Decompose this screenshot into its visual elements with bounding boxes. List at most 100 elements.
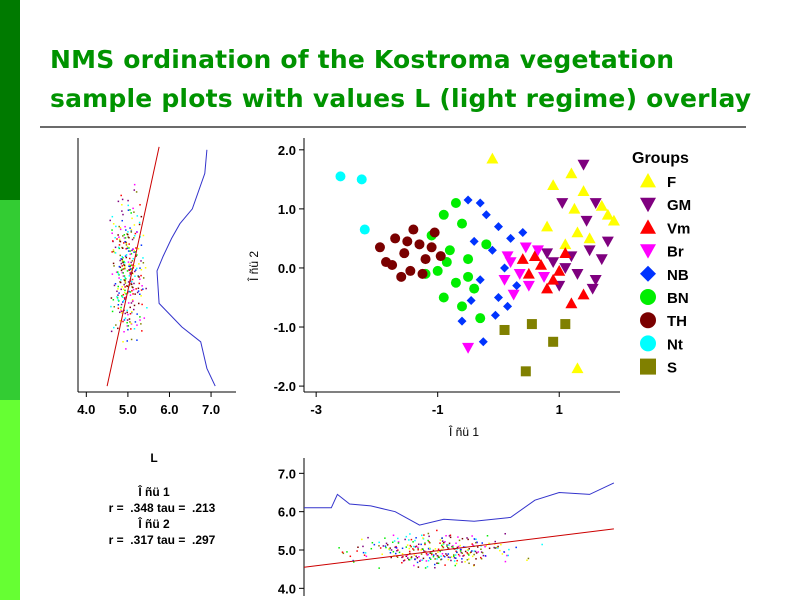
bottom-dot bbox=[413, 554, 416, 556]
bottom-dot bbox=[408, 550, 411, 553]
left-dot bbox=[115, 324, 117, 326]
left-dot bbox=[112, 250, 115, 253]
bottom-dot bbox=[424, 550, 427, 553]
left-dot bbox=[129, 294, 132, 296]
bottom-dot bbox=[466, 552, 468, 554]
left-dot bbox=[140, 274, 142, 277]
bottom-y-ticks: 7.0 6.0 5.0 4.0 bbox=[278, 466, 304, 596]
bottom-dot bbox=[427, 532, 430, 535]
left-dot bbox=[123, 298, 126, 300]
point-f bbox=[601, 208, 614, 220]
bottom-y-tick-label: 4.0 bbox=[278, 581, 296, 596]
bottom-dot bbox=[370, 547, 373, 550]
point-nb bbox=[487, 245, 497, 255]
left-dot bbox=[131, 311, 133, 314]
bottom-dot bbox=[462, 555, 464, 557]
bottom-dot bbox=[436, 562, 438, 564]
bottom-dot bbox=[422, 557, 425, 560]
point-br bbox=[501, 251, 514, 263]
left-dot bbox=[125, 248, 127, 250]
bottom-dot bbox=[527, 557, 530, 560]
bottom-dot bbox=[469, 552, 471, 554]
left-dot bbox=[122, 272, 125, 274]
point-th bbox=[402, 236, 413, 247]
point-th bbox=[374, 242, 385, 253]
bottom-regression-line bbox=[303, 528, 614, 568]
slide-title: NMS ordination of the Kostroma vegetatio… bbox=[50, 40, 790, 118]
left-dot bbox=[126, 285, 129, 288]
left-dot bbox=[124, 266, 126, 268]
bottom-dot bbox=[437, 562, 440, 565]
bottom-dot bbox=[494, 547, 496, 549]
bottom-dot bbox=[417, 548, 419, 551]
bottom-dot bbox=[466, 559, 469, 561]
bottom-dot bbox=[504, 532, 506, 535]
bottom-dot bbox=[427, 539, 429, 542]
left-dot bbox=[130, 338, 133, 341]
bottom-dot bbox=[459, 544, 461, 547]
bottom-dot bbox=[446, 545, 448, 547]
bottom-dot bbox=[427, 547, 430, 550]
left-dot bbox=[122, 235, 124, 237]
left-dot bbox=[123, 283, 125, 286]
main-scatter-plot: -3 -1 1 2.0 1.0 0.0 -1.0 -2.0 Î ñü 1 Î ñü 2 bbox=[246, 138, 620, 439]
left-dot bbox=[140, 268, 143, 271]
main-points bbox=[335, 152, 620, 377]
left-dot bbox=[113, 251, 116, 254]
point-br bbox=[522, 280, 535, 292]
left-dot bbox=[114, 236, 116, 239]
point-f bbox=[559, 238, 572, 250]
bottom-dot bbox=[379, 547, 382, 549]
left-dot bbox=[131, 280, 133, 283]
point-gm bbox=[559, 263, 572, 274]
left-dot bbox=[136, 313, 138, 315]
left-dot bbox=[119, 228, 122, 231]
main-y-tick-label: -1.0 bbox=[274, 320, 296, 335]
point-bn bbox=[469, 283, 480, 294]
bottom-dot bbox=[441, 537, 443, 539]
bottom-dot bbox=[384, 537, 386, 539]
bottom-dot bbox=[405, 555, 408, 557]
point-nb bbox=[518, 228, 528, 238]
left-dot bbox=[130, 270, 133, 272]
left-dot bbox=[113, 265, 115, 267]
left-dot bbox=[139, 293, 141, 295]
bottom-dot bbox=[378, 567, 380, 569]
bottom-dot bbox=[447, 556, 450, 558]
bottom-dot bbox=[464, 561, 466, 563]
left-dot bbox=[119, 281, 122, 284]
left-dot bbox=[117, 285, 120, 288]
bottom-dot bbox=[503, 551, 505, 553]
left-dot bbox=[138, 221, 141, 224]
bottom-dot bbox=[418, 556, 420, 558]
bottom-dot bbox=[417, 546, 419, 549]
left-dot bbox=[131, 290, 133, 292]
bottom-dot bbox=[361, 538, 363, 541]
point-gm bbox=[556, 198, 569, 209]
left-dot bbox=[124, 279, 126, 282]
bottom-dot bbox=[484, 555, 487, 557]
legend-label-s: S bbox=[667, 360, 677, 377]
bottom-dot bbox=[415, 537, 417, 539]
left-dot bbox=[130, 261, 132, 264]
left-dot bbox=[131, 278, 134, 281]
left-dot bbox=[127, 204, 130, 207]
bottom-dot bbox=[444, 540, 446, 543]
left-dot bbox=[123, 330, 125, 333]
point-gm bbox=[547, 257, 560, 269]
point-s bbox=[499, 324, 510, 335]
legend-label-br: Br bbox=[667, 244, 684, 261]
point-th bbox=[408, 224, 419, 235]
left-dot bbox=[129, 250, 131, 252]
point-th bbox=[390, 233, 401, 244]
legend-marker-br bbox=[640, 244, 656, 259]
bottom-dot bbox=[449, 556, 451, 559]
bottom-dot bbox=[480, 551, 483, 553]
left-dot bbox=[111, 273, 114, 275]
bottom-dot bbox=[448, 535, 451, 537]
bottom-dot bbox=[471, 543, 473, 545]
point-gm bbox=[586, 283, 599, 295]
bottom-dot bbox=[496, 546, 499, 549]
bottom-dot bbox=[426, 565, 429, 568]
bottom-dot bbox=[473, 564, 475, 566]
